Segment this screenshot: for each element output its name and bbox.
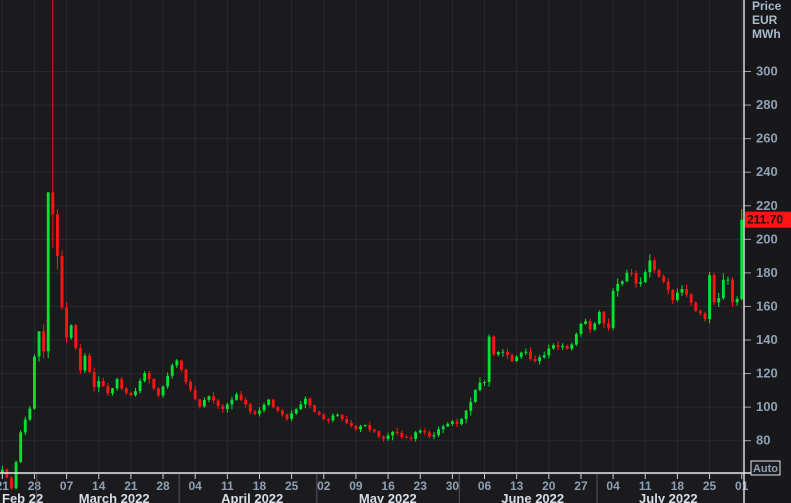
svg-text:April 2022: April 2022 (221, 491, 283, 503)
svg-text:80: 80 (756, 433, 770, 448)
svg-text:28: 28 (156, 479, 170, 493)
svg-text:27: 27 (574, 479, 588, 493)
svg-text:25: 25 (703, 479, 717, 493)
svg-text:100: 100 (756, 399, 778, 414)
svg-text:30: 30 (446, 479, 460, 493)
svg-text:260: 260 (756, 131, 778, 146)
svg-text:140: 140 (756, 332, 778, 347)
svg-text:04: 04 (606, 479, 620, 493)
svg-text:120: 120 (756, 366, 778, 381)
svg-text:June 2022: June 2022 (501, 491, 564, 503)
svg-text:01: 01 (735, 479, 749, 493)
svg-text:06: 06 (478, 479, 492, 493)
svg-text:March 2022: March 2022 (79, 491, 150, 503)
svg-text:240: 240 (756, 164, 778, 179)
svg-text:200: 200 (756, 231, 778, 246)
svg-text:Price: Price (752, 0, 782, 13)
svg-text:300: 300 (756, 64, 778, 79)
svg-text:160: 160 (756, 298, 778, 313)
svg-text:220: 220 (756, 198, 778, 213)
svg-text:Auto: Auto (753, 463, 778, 475)
svg-text:25: 25 (285, 479, 299, 493)
svg-text:180: 180 (756, 265, 778, 280)
svg-text:280: 280 (756, 97, 778, 112)
svg-text:04: 04 (189, 479, 203, 493)
svg-text:MWh: MWh (752, 27, 781, 41)
svg-text:July 2022: July 2022 (639, 491, 698, 503)
svg-text:EUR: EUR (752, 13, 778, 27)
svg-text:07: 07 (60, 479, 74, 493)
svg-text:02: 02 (317, 479, 331, 493)
svg-text:May 2022: May 2022 (359, 491, 417, 503)
svg-text:211.70: 211.70 (747, 213, 783, 227)
